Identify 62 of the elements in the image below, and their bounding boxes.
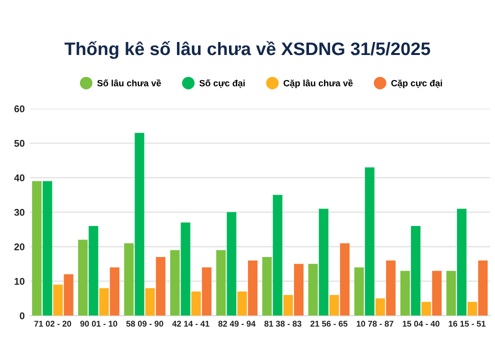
bar [145,288,155,316]
x-tick-label: 71 02 - 20 [34,320,72,327]
bar [318,208,328,316]
bar [375,298,386,316]
bar [329,294,339,316]
bar [64,274,74,316]
bar [400,270,410,316]
bar [88,226,98,316]
bar [248,260,258,316]
bar [53,284,63,316]
bar [237,292,247,316]
bar [99,288,109,316]
bar [422,302,432,316]
y-tick-label: 10 [14,278,24,285]
y-tick-label: 20 [14,243,24,250]
y-tick-label: 0 [20,312,24,320]
x-tick-label: 81 38 - 83 [264,320,302,327]
x-tick-label: 82 49 - 94 [218,320,256,327]
x-tick-label: 21 56 - 65 [310,320,348,327]
bar [294,264,304,316]
bar [354,267,364,316]
bar [432,270,442,316]
x-tick-label: 10 78 - 87 [356,320,394,327]
bar [478,260,488,316]
bar [42,181,52,316]
x-tick-label: 16 15 - 51 [448,320,486,327]
bar [468,302,478,316]
bar [226,212,236,316]
bar [78,240,88,316]
bar [456,208,467,316]
x-tick-label: 15 04 - 40 [402,320,440,327]
y-tick-label: 40 [14,174,24,182]
legend-label: Cặp lâu chưa về [284,79,353,88]
bar [216,250,226,316]
bar [272,194,282,316]
legend-label: Số lâu chưa về [97,79,161,86]
bar [446,270,456,316]
x-tick-label: 42 14 - 41 [172,320,210,327]
bar [32,181,42,316]
bar [364,167,374,316]
legend-label: Số cực đại [199,79,245,88]
y-tick-label: 30 [14,208,24,216]
y-tick-label: 50 [14,140,24,147]
bar [308,264,318,316]
bar [386,260,396,316]
bar [124,243,134,316]
bar [156,257,166,316]
bar [191,292,201,316]
x-tick-label: 90 01 - 10 [80,320,118,327]
bar [110,267,120,316]
x-tick-label: 58 09 - 90 [126,320,164,327]
bar [340,243,350,316]
bar [180,222,190,316]
bar [202,267,212,316]
chart-title: Thống kê số lâu chưa về XSDNG 31/5/2025 [64,41,430,59]
bar [170,250,180,316]
bar [410,226,420,316]
y-tick-label: 60 [14,105,24,112]
bar [262,257,272,316]
bar [283,294,293,316]
legend-label: Cặp cực đại [391,80,442,88]
bar [134,132,144,316]
